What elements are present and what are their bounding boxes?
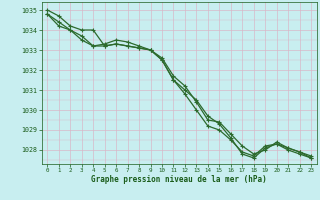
X-axis label: Graphe pression niveau de la mer (hPa): Graphe pression niveau de la mer (hPa) [91, 175, 267, 184]
